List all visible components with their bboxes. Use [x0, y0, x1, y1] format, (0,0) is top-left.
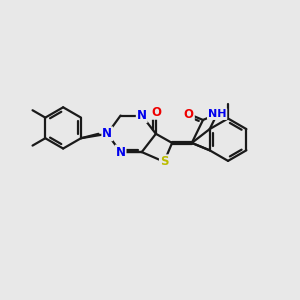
Text: N: N	[102, 127, 112, 140]
Text: N: N	[137, 109, 147, 122]
Text: O: O	[151, 106, 161, 119]
Text: N: N	[116, 146, 126, 159]
Text: S: S	[160, 155, 168, 168]
Text: NH: NH	[208, 109, 226, 119]
Text: O: O	[184, 108, 194, 121]
